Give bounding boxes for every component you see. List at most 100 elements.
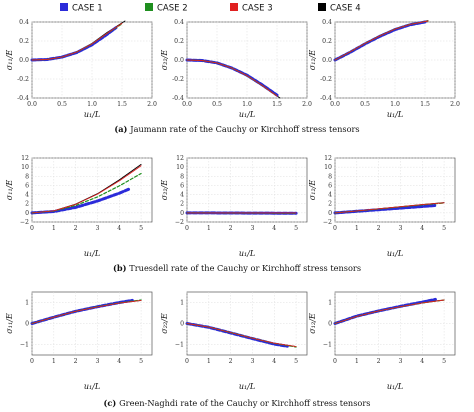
x-tick-label: 2 [229,358,233,365]
caption-tag: (c) [104,398,120,408]
x-tick-label: 1.0 [390,101,400,108]
x-tick-label: 0.5 [360,101,370,108]
y-tick-label: 0.4 [19,19,29,26]
y-axis-label: σ₁₁/E [5,50,14,71]
legend-label-3: CASE 3 [242,4,273,14]
y-tick-label: 10 [176,164,184,171]
x-axis-label: u₁/L [84,110,100,119]
y-tick-label: 0.2 [174,38,184,45]
y-tick-label: 8 [328,173,332,180]
y-tick-label: 0 [180,321,184,328]
y-tick-label: 1 [25,300,29,307]
x-tick-label: 0.0 [330,101,340,108]
y-tick-label: 0.0 [19,57,29,64]
x-tick-label: 0.5 [212,101,222,108]
y-axis-label: σ₂₂/E [160,313,169,334]
series-line-case-3 [334,202,445,214]
x-tick-label: 4 [272,225,276,232]
caption-1: (a) Jaumann rate of the Cauchy or Kirchh… [114,124,359,134]
series-line-case-3 [31,165,142,214]
y-tick-label: 2 [25,201,29,208]
caption-3: (c) Green-Naghdi rate of the Cauchy or K… [104,398,371,408]
y-tick-label: 6 [180,182,184,189]
x-tick-label: 4 [420,225,424,232]
x-tick-label: 4 [117,358,121,365]
plot-frame [186,157,308,223]
y-tick-label: -0.4 [172,95,184,102]
x-tick-label: 0.5 [57,101,67,108]
x-tick-label: 5 [442,358,446,365]
x-tick-label: 1.5 [420,101,430,108]
y-tick-label: 0.4 [174,19,184,26]
y-tick-label: 0 [328,321,332,328]
y-tick-label: -0.2 [17,76,29,83]
x-tick-label: 3 [95,358,99,365]
x-axis-label: u₁/L [239,110,255,119]
x-tick-label: 0 [30,225,34,232]
y-tick-label: 10 [324,164,332,171]
x-tick-label: 1.5 [117,101,127,108]
y-tick-label: 0 [328,210,332,217]
series-line-case-3 [31,299,142,324]
legend-label-4: CASE 4 [330,4,361,14]
y-axis-label: σ₁₂/E [308,50,317,71]
y-tick-label: 0 [180,210,184,217]
x-tick-label: 1 [207,225,211,232]
x-tick-label: 5 [442,225,446,232]
legend-label-1: CASE 1 [72,4,103,14]
series-line-case-3 [31,22,123,61]
y-tick-label: −1 [175,342,184,349]
x-tick-label: 1 [355,358,359,365]
y-tick-label: -0.4 [320,95,332,102]
y-tick-label: 0.0 [174,57,184,64]
caption-tag: (a) [114,124,130,134]
y-tick-label: 6 [25,182,29,189]
x-tick-label: 2 [74,225,78,232]
x-tick-label: 4 [117,225,121,232]
y-axis-label: σ₁₁/E [5,180,14,201]
y-tick-label: 12 [21,155,29,162]
y-tick-label: 4 [180,192,184,199]
x-tick-label: 3 [398,225,402,232]
x-tick-label: 1.0 [242,101,252,108]
caption-text: Truesdell rate of the Cauchy or Kirchhof… [129,263,361,273]
legend-swatch-2 [145,3,153,11]
panel-1-2: 0.0 0.5 1.0 1.5 2.0 0.4 0.2 0.0 -0.2 -0.4 u₁/L σ₂₂/… [160,19,312,119]
x-tick-label: 2.0 [302,101,312,108]
y-tick-label: 0 [25,321,29,328]
x-tick-label: 2 [377,358,381,365]
x-tick-label: 1.0 [87,101,97,108]
x-axis-label: u₁/L [387,110,403,119]
y-tick-label: 1 [180,300,184,307]
x-tick-label: 1 [355,225,359,232]
y-tick-label: 0.0 [322,57,332,64]
x-tick-label: 0 [30,358,34,365]
x-tick-label: 5 [139,225,143,232]
x-tick-label: 1.5 [272,101,282,108]
x-tick-label: 5 [294,225,298,232]
series-line-case-3 [186,323,297,348]
y-tick-label: -0.2 [320,76,332,83]
y-tick-label: −2 [175,219,184,226]
caption-text: Jaumann rate of the Cauchy or Kirchhoff … [129,124,359,134]
legend-label-2: CASE 2 [157,4,188,14]
x-axis-label: u₁/L [239,382,255,391]
y-tick-label: 4 [25,192,29,199]
series-line-case-3 [186,59,278,97]
y-tick-label: 1 [328,300,332,307]
x-tick-label: 0 [333,358,337,365]
panel-3-3: 0 1 2 3 4 5 1 0 −1 u₁/L σ₁₂/E [308,291,456,391]
x-tick-label: 0 [333,225,337,232]
legend-swatch-3 [230,3,238,11]
y-tick-label: 12 [176,155,184,162]
y-tick-label: 6 [328,182,332,189]
legend-swatch-4 [318,3,326,11]
y-tick-label: 0.2 [19,38,29,45]
y-tick-label: 2 [180,201,184,208]
x-tick-label: 3 [250,358,254,365]
x-tick-label: 4 [420,358,424,365]
y-tick-label: 10 [21,164,29,171]
